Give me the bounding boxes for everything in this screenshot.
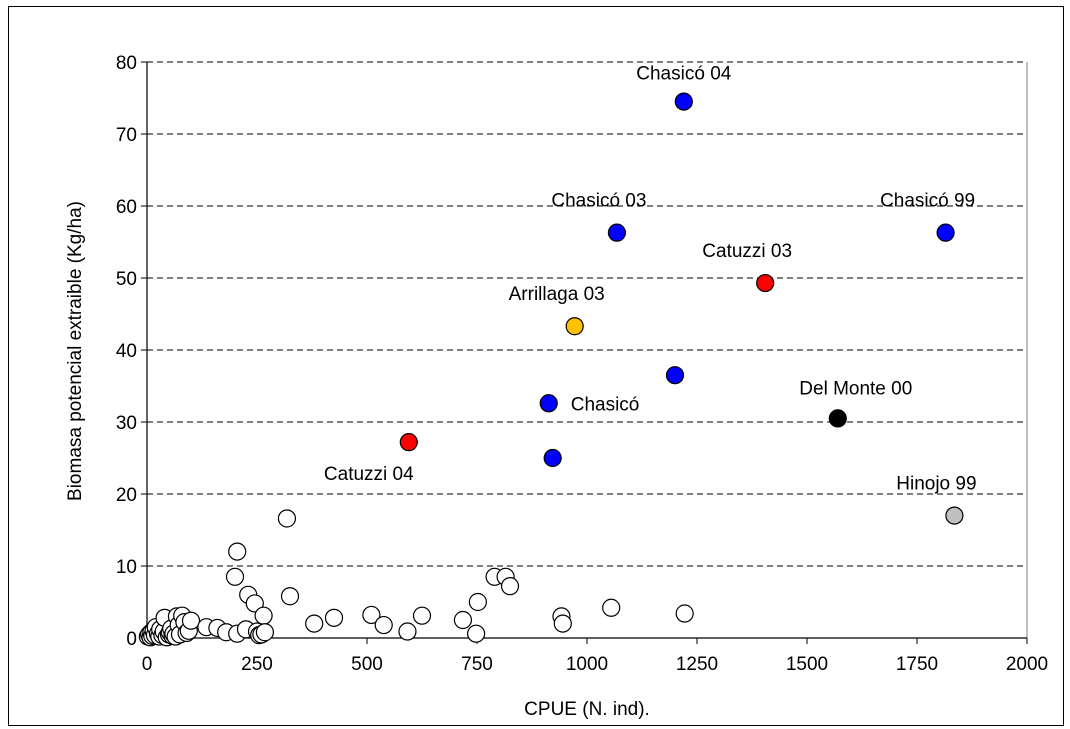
x-tick-label: 2000 <box>1006 654 1048 675</box>
open-point <box>254 606 273 625</box>
y-tick-label: 30 <box>116 413 137 434</box>
x-tick-label: 1250 <box>676 654 718 675</box>
open-point <box>467 624 486 643</box>
point-data-label: Hinojo 99 <box>896 474 976 495</box>
point-data-label: Catuzzi 03 <box>702 241 792 262</box>
x-tick-label: 500 <box>351 654 383 675</box>
y-tick-label: 40 <box>116 341 137 362</box>
point-data-label: Arrillaga 03 <box>509 284 605 305</box>
y-tick-label: 10 <box>116 557 137 578</box>
point-labels: Chasicó 04 Chasicó 03 Chasicó 99 Catuzzi 03… <box>324 64 977 495</box>
open-point <box>305 614 324 633</box>
scatter-chart: 0 10 20 30 40 50 60 70 80 0 250 500 750 1000 1250 1500 1… <box>65 53 1048 720</box>
filled-point <box>945 506 964 525</box>
open-point <box>500 577 520 596</box>
open-point <box>412 606 432 625</box>
filled-point <box>607 223 627 242</box>
data-points <box>138 92 964 647</box>
filled-point <box>399 433 418 452</box>
filled-point <box>828 409 847 428</box>
filled-point <box>665 366 685 385</box>
x-axis-label: CPUE (N. ind). <box>524 699 650 720</box>
open-point <box>255 623 275 642</box>
x-tick-label: 1750 <box>896 654 938 675</box>
x-tick-label: 250 <box>241 654 273 675</box>
open-point <box>453 610 473 630</box>
y-tick-label: 70 <box>116 125 137 146</box>
open-point <box>468 592 487 612</box>
point-data-label: Chasicó <box>571 394 640 415</box>
y-axis-label: Biomasa potencial extraible (Kg/ha) <box>65 201 86 501</box>
open-point <box>675 604 694 623</box>
open-point <box>374 615 393 635</box>
tick-labels: 0 10 20 30 40 50 60 70 80 0 250 500 750 1000 1250 1500 1… <box>116 53 1048 675</box>
point-data-label: Catuzzi 04 <box>324 464 414 485</box>
x-tick-label: 1500 <box>786 654 828 675</box>
open-point <box>280 587 300 606</box>
grid-lines <box>147 61 1028 638</box>
y-tick-label: 20 <box>116 485 137 506</box>
open-point <box>398 622 417 641</box>
point-data-label: Del Monte 00 <box>799 378 912 399</box>
point-data-label: Chasicó 03 <box>551 191 646 212</box>
filled-point <box>936 223 955 242</box>
open-point <box>602 598 621 617</box>
y-tick-label: 0 <box>126 629 137 650</box>
point-data-label: Chasicó 04 <box>636 64 731 85</box>
open-point <box>553 614 572 633</box>
open-point <box>181 611 201 630</box>
filled-point <box>756 273 775 293</box>
open-point <box>228 542 247 561</box>
point-data-label: Chasicó 99 <box>880 191 975 212</box>
x-tick-label: 1000 <box>566 654 608 675</box>
open-point <box>324 608 344 627</box>
y-tick-label: 50 <box>116 269 137 290</box>
filled-point <box>543 448 562 468</box>
y-tick-label: 60 <box>116 197 137 218</box>
y-tick-label: 80 <box>116 53 137 74</box>
axes <box>141 61 1028 644</box>
open-point <box>225 567 245 586</box>
x-tick-label: 750 <box>461 654 493 675</box>
filled-point <box>539 394 558 413</box>
open-point <box>245 594 264 613</box>
x-tick-label: 0 <box>142 654 153 675</box>
filled-point <box>674 92 693 111</box>
open-point <box>362 605 381 625</box>
filled-point <box>565 317 584 336</box>
open-point <box>277 509 297 528</box>
chart-frame: 0 10 20 30 40 50 60 70 80 0 250 500 750 1000 1250 1500 1… <box>8 6 1064 726</box>
